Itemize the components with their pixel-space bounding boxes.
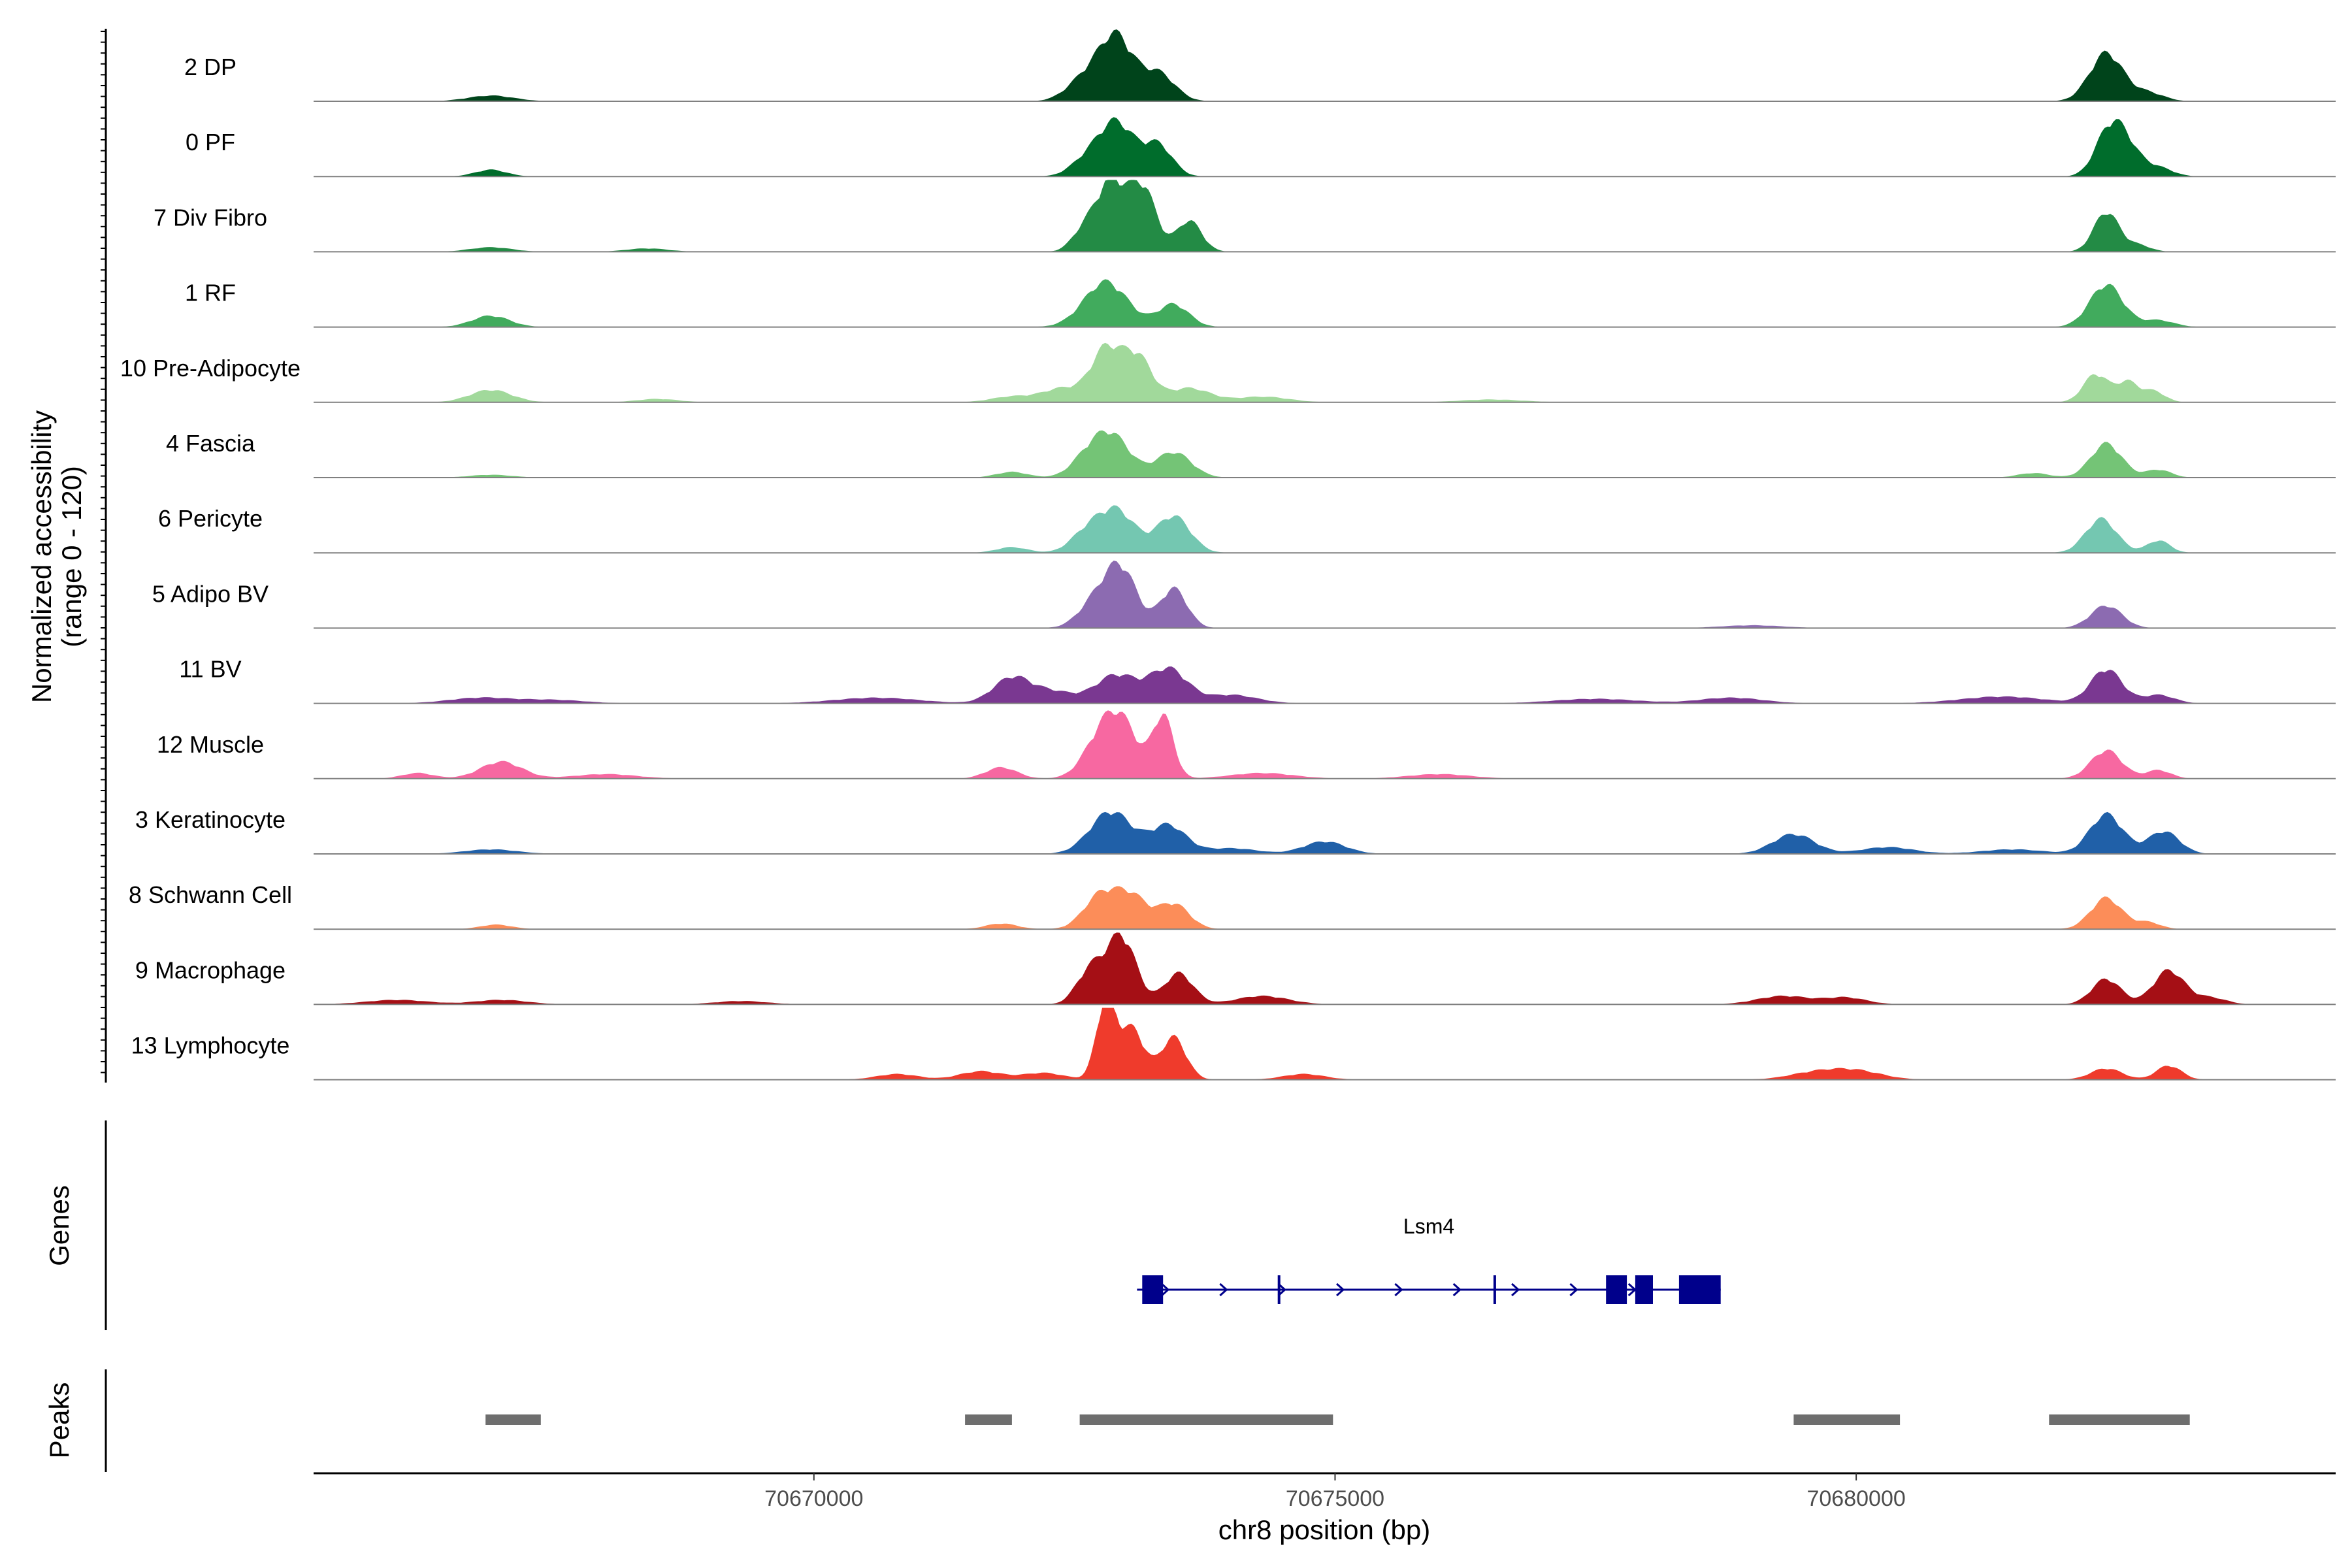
track-5-adipo-bv: 5 Adipo BV	[152, 561, 2336, 629]
track-label: 4 Fascia	[166, 430, 255, 457]
track-6-pericyte: 6 Pericyte	[158, 505, 2336, 554]
y-axis-ticks	[101, 31, 106, 1073]
peak-region-bar	[485, 1414, 541, 1425]
coverage-area	[314, 811, 2336, 854]
gene-model-lsm4: Lsm4	[1137, 1215, 1721, 1304]
genes-panel-label: Genes	[44, 1185, 74, 1266]
x-tick-label: 70670000	[764, 1486, 863, 1511]
track-label: 13 Lymphocyte	[131, 1032, 290, 1059]
strand-arrow-icon	[1219, 1282, 1228, 1297]
coverage-area	[314, 710, 2336, 779]
peak-region-bar	[2049, 1414, 2190, 1425]
track-label: 2 DP	[184, 54, 237, 80]
strand-arrow-icon	[1277, 1282, 1286, 1297]
track-label: 1 RF	[185, 280, 236, 306]
track-8-schwann-cell: 8 Schwann Cell	[129, 881, 2336, 930]
strand-arrow-icon	[1336, 1282, 1345, 1297]
track-label: 12 Muscle	[157, 731, 264, 758]
coverage-y-axis: Normalized accessibility(range 0 - 120)	[26, 29, 107, 1083]
gene-exon	[1493, 1275, 1496, 1304]
x-axis-title: chr8 position (bp)	[1218, 1514, 1431, 1545]
coverage-area	[314, 505, 2336, 553]
coverage-area	[314, 342, 2336, 402]
track-label: 6 Pericyte	[158, 505, 263, 532]
strand-arrow-icon	[1452, 1282, 1462, 1297]
track-label: 8 Schwann Cell	[129, 881, 292, 908]
track-label: 11 BV	[179, 656, 241, 683]
track-label: 10 Pre-Adipocyte	[120, 355, 301, 382]
gene-exon	[1678, 1275, 1721, 1304]
track-2-dp: 2 DP	[184, 29, 2336, 102]
coverage-area	[314, 117, 2336, 177]
track-label: 7 Div Fibro	[154, 204, 267, 231]
coverage-area	[314, 279, 2336, 327]
track-4-fascia: 4 Fascia	[166, 430, 2336, 478]
gene-exon	[1635, 1275, 1653, 1304]
coverage-area	[314, 561, 2336, 629]
peaks-panel: Peaks	[44, 1369, 2190, 1472]
coverage-area	[314, 180, 2336, 252]
coverage-area	[314, 932, 2336, 1005]
strand-arrow-icon	[1394, 1282, 1403, 1297]
y-axis-title: Normalized accessibility(range 0 - 120)	[26, 410, 87, 703]
gene-exon	[1142, 1275, 1164, 1304]
gene-exon	[1606, 1275, 1627, 1304]
track-label: 3 Keratinocyte	[135, 806, 286, 833]
track-1-rf: 1 RF	[185, 279, 2336, 328]
peaks-panel-label: Peaks	[44, 1382, 74, 1459]
track-9-macrophage: 9 Macrophage	[135, 932, 2336, 1005]
x-axis-ticks: 70670000 70675000 70680000	[764, 1473, 1906, 1511]
peak-region-bar	[1079, 1414, 1333, 1425]
coverage-area	[314, 1007, 2336, 1080]
track-10-pre-adipocyte: 10 Pre-Adipocyte	[120, 342, 2336, 403]
peak-region-bar	[1793, 1414, 1901, 1425]
strand-arrow-icon	[1627, 1282, 1637, 1297]
track-13-lymphocyte: 13 Lymphocyte	[131, 1007, 2336, 1081]
peak-bars	[485, 1414, 2190, 1425]
coverage-area	[314, 666, 2336, 704]
strand-arrow-icon	[1511, 1282, 1520, 1297]
track-11-bv: 11 BV	[179, 656, 2336, 704]
coverage-area	[314, 886, 2336, 930]
coverage-area	[314, 430, 2336, 478]
track-3-keratinocyte: 3 Keratinocyte	[135, 806, 2336, 855]
x-axis: 70670000 70675000 70680000 chr8 position (…	[314, 1472, 2336, 1545]
peak-region-bar	[965, 1414, 1012, 1425]
strand-arrow-icon	[1161, 1282, 1170, 1297]
x-tick-label: 70680000	[1806, 1486, 1905, 1511]
strand-arrow-icon	[1569, 1282, 1578, 1297]
track-label: 9 Macrophage	[135, 956, 286, 983]
gene-exon	[1277, 1275, 1281, 1304]
coverage-area	[314, 29, 2336, 101]
track-label: 0 PF	[186, 129, 235, 155]
track-0-pf: 0 PF	[186, 117, 2336, 178]
track-12-muscle: 12 Muscle	[157, 710, 2336, 779]
track-7-div-fibro: 7 Div Fibro	[154, 180, 2336, 253]
genes-panel: Genes Lsm4	[44, 1120, 1721, 1330]
coverage-tracks: 2 DP 0 PF 7 Div Fibro 1 RF 10 Pre-Adipocyte 4…	[120, 29, 2336, 1081]
gene-name-label: Lsm4	[1403, 1215, 1454, 1238]
track-label: 5 Adipo BV	[152, 580, 269, 607]
x-tick-label: 70675000	[1286, 1486, 1384, 1511]
